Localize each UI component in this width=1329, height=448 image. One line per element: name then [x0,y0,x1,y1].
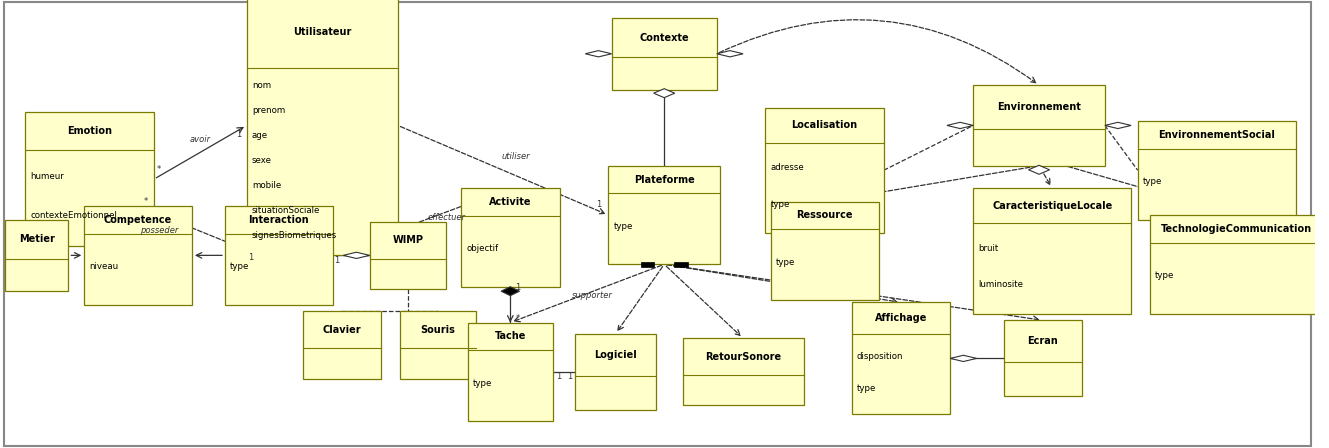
Text: nom: nom [253,81,271,90]
FancyBboxPatch shape [771,202,878,300]
Text: *: * [516,314,520,323]
Text: Activite: Activite [489,197,532,207]
Polygon shape [641,262,654,267]
Text: Localisation: Localisation [792,120,857,130]
FancyBboxPatch shape [611,18,716,90]
FancyBboxPatch shape [1150,215,1324,314]
Text: humeur: humeur [31,172,64,181]
FancyBboxPatch shape [852,302,950,414]
Text: Ecran: Ecran [1027,336,1058,346]
FancyBboxPatch shape [973,85,1104,166]
Text: disposition: disposition [857,352,904,361]
Text: Tache: Tache [494,332,526,341]
FancyBboxPatch shape [1003,320,1082,396]
Text: type: type [473,379,492,388]
Text: type: type [1143,177,1163,186]
Text: Environnement: Environnement [997,102,1080,112]
Text: sexe: sexe [253,156,272,165]
FancyBboxPatch shape [5,220,68,291]
FancyBboxPatch shape [4,2,1312,446]
Text: Souris: Souris [420,325,456,335]
Text: type: type [771,199,791,209]
FancyBboxPatch shape [683,338,804,405]
Text: 1: 1 [249,253,254,262]
FancyBboxPatch shape [369,222,445,289]
Text: Metier: Metier [19,234,54,244]
Text: 1: 1 [237,129,242,138]
Text: WIMP: WIMP [392,235,423,245]
Text: CaracteristiqueLocale: CaracteristiqueLocale [991,201,1112,211]
Polygon shape [1029,165,1050,174]
FancyBboxPatch shape [766,108,884,233]
Text: Affichage: Affichage [874,313,928,323]
FancyBboxPatch shape [609,166,720,264]
FancyBboxPatch shape [247,0,397,255]
Text: posseder: posseder [141,226,178,235]
Text: RetourSonore: RetourSonore [706,352,781,362]
Polygon shape [501,287,520,296]
FancyBboxPatch shape [1138,121,1296,220]
FancyBboxPatch shape [84,206,191,305]
Text: EnvironnementSocial: EnvironnementSocial [1158,130,1275,140]
Text: 1: 1 [556,371,561,380]
FancyBboxPatch shape [400,311,476,379]
FancyBboxPatch shape [574,334,657,410]
Text: avoir: avoir [190,135,211,144]
Text: contexteEmotionnel: contexteEmotionnel [31,211,117,220]
Polygon shape [585,51,611,57]
Polygon shape [950,355,977,362]
Text: type: type [857,384,876,393]
Text: 1: 1 [597,200,602,209]
Text: Clavier: Clavier [323,325,361,335]
FancyBboxPatch shape [303,311,381,379]
Polygon shape [654,89,675,98]
Text: effectuer: effectuer [428,213,465,222]
Text: type: type [230,262,250,271]
Text: 1: 1 [567,371,571,380]
Polygon shape [343,252,369,258]
Text: type: type [1155,271,1174,280]
Text: type: type [776,258,795,267]
Text: utiliser: utiliser [502,152,530,161]
Polygon shape [948,122,973,129]
FancyBboxPatch shape [973,188,1131,314]
Text: 1: 1 [334,256,339,265]
Text: type: type [614,222,633,231]
Text: Competence: Competence [104,215,173,225]
Text: mobile: mobile [253,181,282,190]
Text: supporter: supporter [571,291,613,300]
Text: 1: 1 [516,283,521,292]
Text: luminosite: luminosite [978,280,1023,289]
Polygon shape [1104,122,1131,129]
FancyBboxPatch shape [468,323,553,421]
Text: age: age [253,131,268,140]
FancyBboxPatch shape [461,188,560,287]
FancyBboxPatch shape [225,206,332,305]
Text: *: * [144,197,148,206]
Text: Interaction: Interaction [249,215,310,225]
Text: adresse: adresse [771,164,804,172]
Text: prenom: prenom [253,106,286,115]
Text: bruit: bruit [978,244,999,253]
Text: Emotion: Emotion [66,126,112,136]
Text: Plateforme: Plateforme [634,175,695,185]
FancyBboxPatch shape [25,112,154,246]
Text: niveau: niveau [89,262,118,271]
Text: situationSociale: situationSociale [253,206,320,215]
Text: *: * [157,165,161,174]
Text: signesBiometriques: signesBiometriques [253,231,338,240]
Text: Utilisateur: Utilisateur [294,27,351,37]
Text: TechnologieCommunication: TechnologieCommunication [1160,224,1312,234]
Text: Ressource: Ressource [796,211,853,220]
Polygon shape [716,51,743,57]
Polygon shape [674,262,687,267]
Text: Logiciel: Logiciel [594,350,637,360]
Text: objectif: objectif [466,244,498,254]
Text: Contexte: Contexte [639,33,688,43]
